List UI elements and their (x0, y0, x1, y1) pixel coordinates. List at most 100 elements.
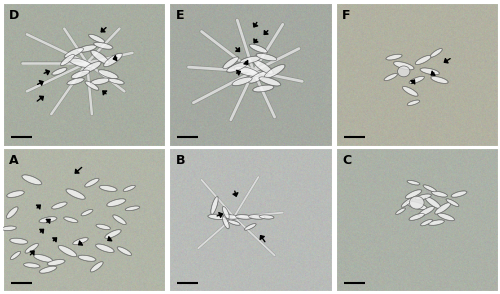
Ellipse shape (24, 263, 40, 268)
Ellipse shape (85, 81, 98, 90)
Ellipse shape (222, 207, 229, 219)
Ellipse shape (52, 68, 67, 75)
Ellipse shape (94, 42, 112, 49)
Ellipse shape (256, 54, 276, 61)
Ellipse shape (113, 215, 126, 225)
Ellipse shape (67, 78, 84, 85)
Ellipse shape (420, 68, 439, 75)
Ellipse shape (223, 57, 238, 69)
Ellipse shape (435, 203, 450, 214)
Ellipse shape (6, 207, 18, 218)
Ellipse shape (259, 77, 280, 86)
Ellipse shape (416, 194, 431, 200)
Ellipse shape (402, 86, 418, 96)
Ellipse shape (98, 70, 118, 79)
Ellipse shape (34, 255, 52, 262)
Ellipse shape (73, 238, 88, 245)
Ellipse shape (48, 260, 65, 265)
Ellipse shape (386, 54, 402, 60)
Ellipse shape (428, 220, 444, 225)
Ellipse shape (406, 190, 421, 198)
Ellipse shape (259, 215, 274, 219)
Ellipse shape (90, 262, 103, 272)
Ellipse shape (222, 217, 229, 229)
Ellipse shape (419, 206, 434, 216)
Ellipse shape (100, 186, 117, 191)
Ellipse shape (64, 48, 84, 58)
Ellipse shape (85, 178, 99, 187)
Ellipse shape (2, 226, 16, 230)
Ellipse shape (248, 215, 265, 219)
Ellipse shape (409, 213, 424, 220)
Ellipse shape (10, 251, 20, 260)
Ellipse shape (430, 49, 442, 57)
Ellipse shape (78, 45, 96, 52)
Ellipse shape (394, 62, 414, 70)
Ellipse shape (253, 85, 274, 92)
Ellipse shape (423, 185, 436, 192)
Ellipse shape (72, 70, 90, 78)
Ellipse shape (244, 224, 256, 230)
Ellipse shape (451, 191, 467, 197)
Ellipse shape (234, 66, 260, 76)
Circle shape (410, 196, 424, 209)
Ellipse shape (446, 199, 459, 206)
Ellipse shape (250, 44, 268, 53)
Ellipse shape (90, 78, 110, 85)
Ellipse shape (64, 217, 78, 223)
Ellipse shape (107, 199, 126, 206)
Text: C: C (342, 154, 351, 167)
Text: F: F (342, 9, 350, 22)
Ellipse shape (236, 215, 252, 219)
Ellipse shape (78, 255, 96, 261)
Ellipse shape (416, 56, 431, 64)
Ellipse shape (22, 175, 42, 185)
Ellipse shape (211, 196, 218, 215)
Ellipse shape (396, 208, 406, 214)
Ellipse shape (105, 230, 121, 238)
Text: B: B (176, 154, 185, 167)
Ellipse shape (410, 76, 424, 83)
Ellipse shape (104, 53, 122, 67)
Ellipse shape (25, 243, 38, 253)
Ellipse shape (96, 244, 114, 253)
Ellipse shape (39, 217, 57, 223)
Ellipse shape (7, 191, 24, 197)
Circle shape (398, 66, 410, 77)
Text: A: A (9, 154, 18, 167)
Ellipse shape (81, 210, 93, 216)
Ellipse shape (432, 191, 448, 197)
Ellipse shape (124, 186, 135, 191)
Ellipse shape (406, 201, 427, 210)
Text: D: D (9, 9, 19, 22)
Ellipse shape (408, 100, 420, 105)
Ellipse shape (208, 214, 228, 220)
Ellipse shape (227, 62, 248, 72)
Ellipse shape (222, 215, 239, 219)
Ellipse shape (89, 34, 104, 43)
Ellipse shape (438, 213, 454, 221)
Ellipse shape (52, 202, 67, 209)
Ellipse shape (248, 71, 268, 83)
Ellipse shape (10, 238, 28, 244)
Ellipse shape (264, 65, 285, 78)
Ellipse shape (96, 224, 110, 230)
Ellipse shape (69, 58, 92, 68)
Ellipse shape (108, 78, 124, 84)
Ellipse shape (60, 54, 74, 66)
Ellipse shape (91, 50, 109, 64)
Ellipse shape (431, 76, 448, 83)
Ellipse shape (420, 220, 432, 226)
Ellipse shape (126, 206, 140, 211)
Ellipse shape (402, 198, 412, 207)
Ellipse shape (82, 61, 101, 73)
Ellipse shape (240, 56, 260, 64)
Ellipse shape (426, 197, 440, 208)
Ellipse shape (228, 220, 240, 225)
Text: E: E (176, 9, 184, 22)
Ellipse shape (58, 245, 76, 257)
Ellipse shape (407, 181, 420, 185)
Ellipse shape (254, 60, 273, 74)
Ellipse shape (40, 266, 56, 273)
Ellipse shape (384, 74, 398, 81)
